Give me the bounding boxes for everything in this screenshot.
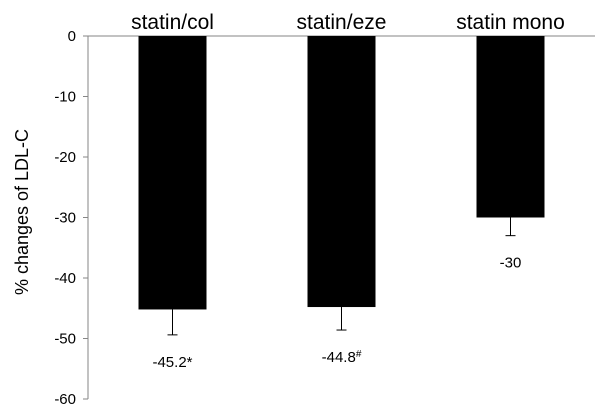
data-label: -45.2* bbox=[152, 354, 192, 371]
y-tick-label: -40 bbox=[54, 270, 76, 287]
y-axis-title: % changes of LDL-C bbox=[12, 129, 32, 295]
error-bars bbox=[167, 217, 516, 336]
bar bbox=[476, 36, 545, 218]
data-label: -30 bbox=[500, 255, 522, 272]
y-tick-label: -30 bbox=[54, 210, 76, 227]
y-tick-labels: 0 -10 -20 -30 -40 -50 -60 bbox=[54, 28, 76, 407]
category-label: statin/col bbox=[131, 11, 214, 34]
category-label: statin mono bbox=[456, 11, 565, 34]
data-labels: -45.2* -44.8# -30 bbox=[152, 255, 521, 371]
y-tick-label: -60 bbox=[54, 391, 76, 407]
data-label: -44.8# bbox=[322, 349, 362, 366]
y-tick-label: -10 bbox=[54, 89, 76, 106]
y-tick-label: -20 bbox=[54, 149, 76, 166]
bar bbox=[307, 36, 376, 308]
y-tick-label: 0 bbox=[68, 28, 76, 45]
bars bbox=[138, 36, 545, 310]
y-tick-label: -50 bbox=[54, 331, 76, 348]
category-label: statin/eze bbox=[297, 11, 387, 34]
category-labels: statin/col statin/eze statin mono bbox=[131, 11, 565, 34]
bar bbox=[138, 36, 207, 310]
